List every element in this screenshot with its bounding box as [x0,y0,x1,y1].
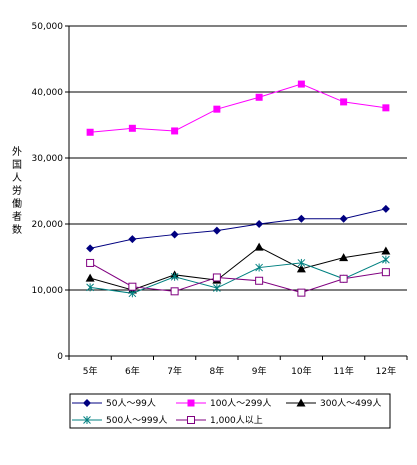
data-point [86,258,95,267]
data-point [297,288,306,297]
data-point [213,284,221,293]
data-point [381,246,391,255]
legend-label: 300人～499人 [320,398,381,409]
data-point [86,244,95,253]
y-axis-label-char: 数 [12,223,22,236]
data-point [171,127,179,135]
axes [65,25,408,360]
legend-entry: 300人～499人 [286,398,381,409]
y-tick-label: 0 [57,352,63,362]
y-tick-label: 20,000 [32,220,64,230]
legend-entry: 50人～99人 [72,398,156,409]
data-point [296,264,306,273]
x-tick-label: 10年 [291,365,311,377]
data-point [86,283,94,292]
data-point [86,128,94,136]
x-tick-label: 12年 [376,365,396,377]
series-2 [86,80,390,136]
legend-box [69,393,391,429]
data-point [170,230,179,239]
data-point [187,399,195,407]
x-tick-label: 7年 [167,365,182,377]
y-axis-label-char: 働 [12,197,22,210]
data-point [339,274,348,283]
data-point [170,287,179,296]
y-axis-label-char: 労 [12,184,22,197]
data-point [83,399,91,407]
y-tick-label: 10,000 [32,286,64,296]
x-tick-label: 5年 [83,365,98,377]
y-axis-label-char: 国 [12,159,22,171]
data-point [340,98,348,106]
series-lines [85,80,391,298]
data-point [254,242,264,251]
y-tick-label: 40,000 [32,88,64,98]
data-point [297,214,306,223]
data-point [382,104,390,112]
data-point [170,272,179,281]
gridlines [69,25,407,291]
y-axis-label-char: 人 [12,172,22,184]
data-point [255,220,264,228]
data-point [255,276,264,285]
y-tick-label: 30,000 [32,154,64,164]
data-point [296,398,306,407]
legend-entry: 500人～999人 [72,415,167,426]
data-point [212,226,221,235]
data-point [382,255,390,264]
series-4 [86,255,390,298]
y-axis-label-char: 者 [12,211,22,223]
data-point [187,416,195,424]
series-5 [86,258,390,297]
series-line [89,262,386,294]
legend-label: 100人～299人 [210,398,271,409]
data-point [339,214,348,223]
x-tick-label: 6年 [125,365,140,377]
series-line [90,83,386,133]
series-line [90,259,387,294]
data-point [213,105,221,113]
x-tick-label: 8年 [210,365,225,377]
data-point [255,263,263,272]
data-point [212,273,221,282]
x-tick-label: 9年 [252,365,267,377]
legend-entry: 100人～299人 [176,398,271,409]
data-point [83,416,91,424]
legend-entry: 1,000人以上 [176,415,263,426]
legend-label: 1,000人以上 [210,415,263,426]
y-tick-labels: 0 10,000 20,000 30,000 40,000 50,000 [32,22,64,362]
x-tick-label: 11年 [333,365,353,377]
data-point [297,258,306,267]
data-point [381,268,390,277]
legend-label: 500人～999人 [106,415,167,426]
data-point [297,80,305,88]
data-point [128,235,137,244]
data-point [255,93,263,101]
x-tick-labels: 5年 6年 7年 8年 9年 10年 11年 12年 [83,365,396,377]
series-1 [86,204,390,253]
data-point [85,273,95,282]
y-tick-label: 50,000 [32,22,64,32]
y-axis-label-char: 外 [12,146,22,158]
series-line [90,208,386,249]
data-point [128,124,136,132]
data-point [339,253,349,262]
data-point [128,282,137,291]
data-point [381,204,390,213]
legend: 50人～99人 100人～299人 300人～499人 500人～999人 1,000人… [69,393,391,429]
legend-label: 50人～99人 [106,398,156,409]
